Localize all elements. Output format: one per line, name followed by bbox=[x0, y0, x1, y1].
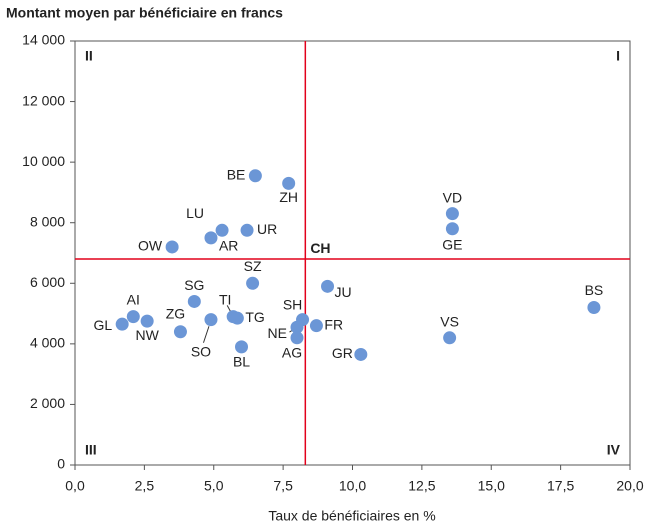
point-label: FR bbox=[324, 316, 343, 332]
point bbox=[240, 223, 254, 237]
x-tick-label: 20,0 bbox=[616, 478, 643, 494]
point-label: SH bbox=[283, 296, 302, 312]
point-label: AR bbox=[219, 238, 238, 254]
point-label: GE bbox=[442, 236, 462, 252]
leader-line bbox=[203, 326, 210, 343]
point bbox=[215, 223, 229, 237]
point bbox=[354, 347, 368, 361]
point-label: BL bbox=[233, 354, 250, 370]
point bbox=[115, 317, 129, 331]
point bbox=[165, 240, 179, 254]
x-tick-label: 12,5 bbox=[408, 478, 435, 494]
point-label: BS bbox=[585, 282, 604, 298]
y-tick-label: 14 000 bbox=[22, 32, 65, 48]
point-label: VS bbox=[440, 314, 459, 330]
point bbox=[248, 169, 262, 183]
point bbox=[173, 325, 187, 339]
point-label: JU bbox=[335, 284, 352, 300]
point bbox=[587, 301, 601, 315]
y-tick-label: 2 000 bbox=[30, 395, 65, 411]
point-label: SZ bbox=[244, 258, 262, 274]
quadrant-label: III bbox=[85, 442, 97, 458]
x-tick-label: 10,0 bbox=[339, 478, 366, 494]
chart-title: Montant moyen par bénéficiaire en francs bbox=[6, 5, 283, 21]
y-tick-label: 10 000 bbox=[22, 153, 65, 169]
point bbox=[204, 231, 218, 245]
point-label: GR bbox=[332, 345, 353, 361]
y-tick-label: 4 000 bbox=[30, 335, 65, 351]
point bbox=[445, 222, 459, 236]
point bbox=[204, 313, 218, 327]
point-label: NE bbox=[268, 325, 287, 341]
reference-label: CH bbox=[310, 240, 330, 256]
quadrant-label: I bbox=[616, 48, 620, 64]
point bbox=[235, 340, 248, 354]
y-tick-label: 6 000 bbox=[30, 274, 65, 290]
point-label: GL bbox=[93, 317, 112, 333]
point-label: OW bbox=[138, 238, 163, 254]
point-label: UR bbox=[257, 221, 277, 237]
y-tick-label: 12 000 bbox=[22, 92, 65, 108]
point bbox=[187, 294, 201, 308]
point bbox=[290, 331, 304, 345]
point-label: TG bbox=[245, 309, 264, 325]
point-label: SG bbox=[184, 277, 204, 293]
point bbox=[290, 320, 304, 334]
quadrant-label: IV bbox=[607, 442, 621, 458]
point bbox=[309, 319, 323, 333]
y-tick-label: 0 bbox=[57, 456, 65, 472]
point bbox=[246, 276, 260, 290]
point bbox=[443, 331, 457, 345]
x-tick-label: 0,0 bbox=[65, 478, 85, 494]
point-label: AI bbox=[127, 291, 140, 307]
x-tick-label: 2,5 bbox=[135, 478, 155, 494]
x-axis-label: Taux de bénéficiaires en % bbox=[268, 508, 435, 524]
point-label: LU bbox=[186, 205, 204, 221]
point-label: TI bbox=[219, 291, 231, 307]
point bbox=[126, 310, 140, 324]
point-label: VD bbox=[443, 189, 462, 205]
point bbox=[321, 279, 335, 293]
point bbox=[140, 314, 154, 328]
x-tick-label: 5,0 bbox=[204, 478, 224, 494]
point-label: ZG bbox=[166, 305, 185, 321]
y-tick-label: 8 000 bbox=[30, 213, 65, 229]
point-label: SO bbox=[191, 343, 211, 359]
point-label: BE bbox=[227, 166, 246, 182]
point-label: NW bbox=[135, 327, 159, 343]
x-tick-label: 7,5 bbox=[273, 478, 293, 494]
point-label: AG bbox=[282, 345, 302, 361]
point-label: ZH bbox=[279, 189, 298, 205]
x-tick-label: 17,5 bbox=[547, 478, 574, 494]
point bbox=[445, 207, 459, 221]
quadrant-label: II bbox=[85, 48, 93, 64]
point bbox=[230, 311, 244, 325]
x-tick-label: 15,0 bbox=[478, 478, 505, 494]
point bbox=[282, 176, 296, 190]
